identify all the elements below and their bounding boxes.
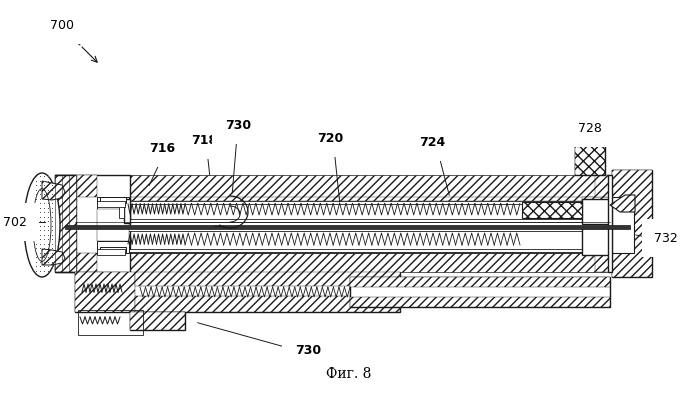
Bar <box>128 252 595 253</box>
Bar <box>350 297 610 307</box>
Bar <box>75 197 610 253</box>
Text: 724: 724 <box>419 136 445 149</box>
Bar <box>612 197 634 253</box>
Text: Фиг. 8: Фиг. 8 <box>326 367 372 381</box>
Bar <box>55 175 77 272</box>
Text: 720: 720 <box>317 132 343 145</box>
Bar <box>100 197 126 203</box>
Bar <box>100 247 126 253</box>
Bar <box>350 277 610 307</box>
Bar <box>55 175 130 272</box>
Text: 730: 730 <box>225 119 251 132</box>
Bar <box>595 253 610 272</box>
Bar <box>75 272 135 312</box>
Bar <box>65 225 630 229</box>
Polygon shape <box>42 249 65 265</box>
Bar <box>130 312 185 330</box>
Bar <box>350 277 610 287</box>
Bar <box>575 130 605 175</box>
Bar <box>97 201 125 207</box>
Bar <box>97 209 129 241</box>
Bar <box>75 175 610 197</box>
Bar <box>78 310 143 335</box>
Bar <box>97 249 125 255</box>
Bar <box>128 197 595 201</box>
Bar <box>77 175 97 197</box>
Bar <box>612 170 652 277</box>
Bar <box>128 228 595 231</box>
Bar <box>128 219 595 222</box>
Bar <box>119 202 124 218</box>
Bar <box>612 170 652 277</box>
Bar <box>128 201 595 204</box>
Bar <box>135 272 400 286</box>
Text: 718: 718 <box>191 134 217 147</box>
Bar <box>124 199 130 223</box>
Ellipse shape <box>24 173 60 277</box>
Bar <box>75 272 400 312</box>
Bar <box>582 197 610 201</box>
Bar <box>97 241 129 253</box>
Text: 700: 700 <box>50 19 74 32</box>
Polygon shape <box>610 195 635 212</box>
Bar <box>595 175 610 197</box>
Text: 728: 728 <box>578 121 602 134</box>
Bar <box>135 296 400 312</box>
Polygon shape <box>42 181 65 200</box>
Bar <box>130 312 185 330</box>
Bar <box>582 228 610 255</box>
Text: 716: 716 <box>149 141 175 154</box>
Bar <box>128 249 595 252</box>
Bar <box>582 199 610 224</box>
Bar <box>522 202 582 218</box>
Bar <box>522 202 582 218</box>
Text: 732: 732 <box>654 232 678 245</box>
Bar <box>573 125 607 132</box>
Text: 730: 730 <box>295 344 321 357</box>
Bar <box>77 253 97 272</box>
Bar <box>75 253 610 272</box>
Bar <box>608 175 612 272</box>
Text: 702: 702 <box>3 216 27 229</box>
Bar <box>575 130 605 175</box>
Bar <box>97 197 129 209</box>
